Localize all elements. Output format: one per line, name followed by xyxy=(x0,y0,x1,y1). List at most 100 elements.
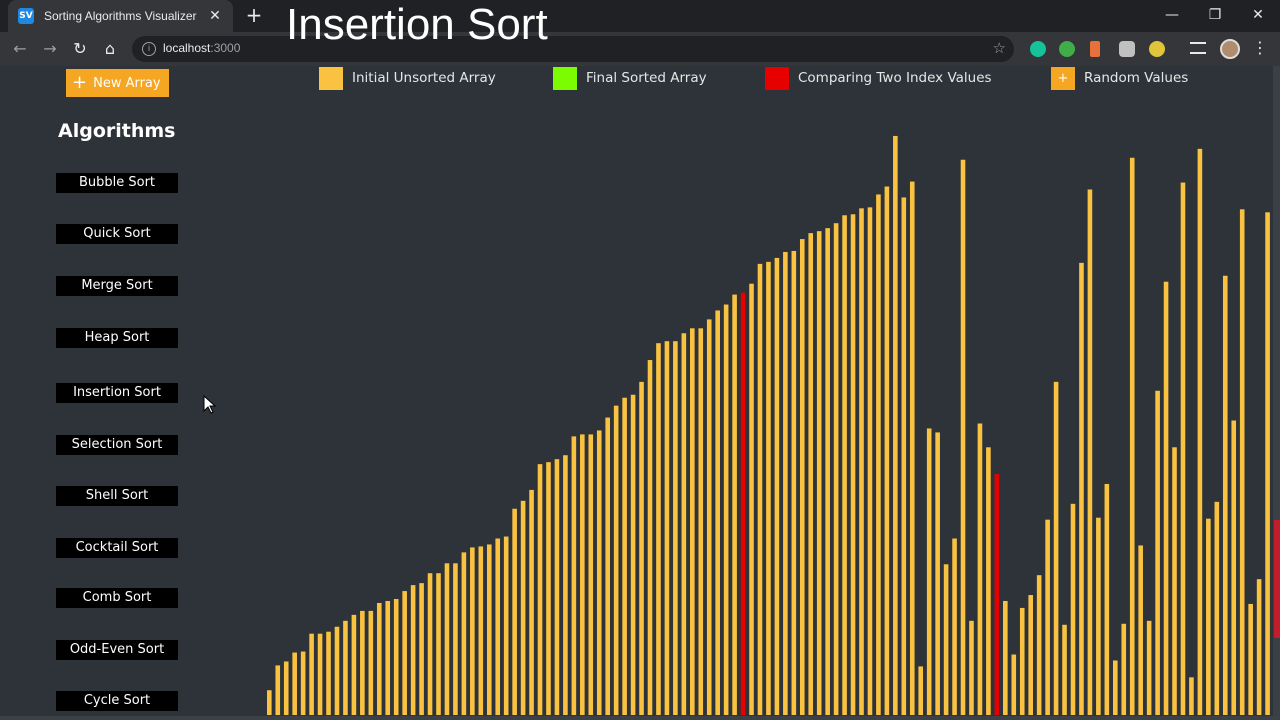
array-bar-chart xyxy=(267,135,1270,716)
array-bar xyxy=(850,214,856,715)
array-bar xyxy=(1222,275,1228,715)
extension-icon[interactable] xyxy=(1059,41,1075,57)
array-bar xyxy=(749,283,754,715)
close-window-button[interactable]: ✕ xyxy=(1252,7,1264,23)
array-bar xyxy=(588,434,594,715)
heap-sort-button[interactable]: Heap Sort xyxy=(56,328,178,348)
array-bar xyxy=(816,231,822,715)
array-bar xyxy=(808,233,814,715)
array-bar xyxy=(884,186,890,715)
comb-sort-button[interactable]: Comb Sort xyxy=(56,588,178,608)
array-bar xyxy=(909,181,915,715)
array-bar xyxy=(791,250,797,715)
legend-swatch xyxy=(553,66,577,90)
reload-icon[interactable]: ↻ xyxy=(73,39,87,58)
array-bar xyxy=(1256,579,1262,715)
browser-tab[interactable]: SV Sorting Algorithms Visualizer ✕ xyxy=(8,0,233,32)
array-bar xyxy=(766,261,771,715)
array-bar xyxy=(385,600,391,715)
array-bar xyxy=(1189,677,1194,715)
extension-icon[interactable] xyxy=(1090,41,1100,57)
minimize-button[interactable]: — xyxy=(1165,7,1179,23)
plus-icon: + xyxy=(72,72,88,93)
array-bar xyxy=(410,585,416,715)
array-bar xyxy=(969,620,974,715)
array-bar xyxy=(1163,281,1169,715)
array-bar xyxy=(503,536,509,715)
legend-random-values: + Random Values xyxy=(1051,66,1188,90)
array-bar xyxy=(1011,654,1017,715)
array-bar xyxy=(1062,624,1067,715)
array-bar xyxy=(1028,595,1033,715)
close-tab-icon[interactable]: ✕ xyxy=(209,8,221,24)
array-bar xyxy=(360,610,365,715)
cocktail-sort-button[interactable]: Cocktail Sort xyxy=(56,538,178,558)
array-bar xyxy=(436,573,441,715)
maximize-button[interactable]: ❐ xyxy=(1208,7,1222,23)
array-bar xyxy=(283,661,289,715)
video-overlay-title: Insertion Sort xyxy=(286,0,548,49)
bookmark-star-icon[interactable]: ☆ xyxy=(992,39,1006,57)
array-bar xyxy=(1172,447,1177,715)
array-bar xyxy=(918,666,924,715)
grammarly-extension-icon[interactable] xyxy=(1030,41,1046,57)
url-host: localhost xyxy=(163,41,211,55)
array-bar xyxy=(300,651,306,715)
array-bar xyxy=(842,215,847,715)
cycle-sort-button[interactable]: Cycle Sort xyxy=(56,691,178,711)
array-bar xyxy=(512,508,517,715)
bubble-sort-button[interactable]: Bubble Sort xyxy=(56,173,178,193)
new-tab-button[interactable]: + xyxy=(245,3,263,27)
quick-sort-button[interactable]: Quick Sort xyxy=(56,224,178,244)
array-bar xyxy=(977,423,983,715)
address-bar[interactable]: i localhost:3000 ☆ xyxy=(132,36,1014,62)
array-bar xyxy=(520,500,526,715)
back-icon[interactable]: ← xyxy=(13,39,27,58)
array-bar xyxy=(326,631,331,715)
odd-even-sort-button[interactable]: Odd-Even Sort xyxy=(56,640,178,660)
array-bar xyxy=(1096,517,1101,715)
array-bar xyxy=(554,459,560,715)
forward-icon[interactable]: → xyxy=(43,39,57,58)
array-bar xyxy=(368,610,374,715)
array-bar xyxy=(267,690,272,715)
new-array-button[interactable]: + New Array xyxy=(66,69,169,97)
profile-avatar[interactable] xyxy=(1220,39,1240,59)
media-control-icon[interactable] xyxy=(1190,42,1206,54)
home-icon[interactable]: ⌂ xyxy=(104,39,116,58)
scrollbar-track[interactable] xyxy=(1273,66,1280,720)
merge-sort-button[interactable]: Merge Sort xyxy=(56,276,178,296)
legend-final-sorted: Final Sorted Array xyxy=(553,66,707,90)
array-bar xyxy=(546,462,551,715)
selection-sort-button[interactable]: Selection Sort xyxy=(56,435,178,455)
extension-icon[interactable] xyxy=(1149,41,1165,57)
insertion-sort-button[interactable]: Insertion Sort xyxy=(56,383,178,403)
pocket-extension-icon[interactable] xyxy=(1119,41,1135,57)
scrollbar-thumb[interactable] xyxy=(1274,520,1280,638)
array-bar xyxy=(960,159,966,715)
menu-icon[interactable]: ⋮ xyxy=(1252,38,1268,57)
legend-initial-unsorted: Initial Unsorted Array xyxy=(319,66,496,90)
new-array-label: New Array xyxy=(93,75,161,91)
array-bar xyxy=(774,257,780,715)
array-bar xyxy=(1265,212,1270,716)
array-bar xyxy=(1053,381,1059,715)
array-bar xyxy=(630,394,636,715)
array-bar xyxy=(402,591,407,715)
legend-label: Random Values xyxy=(1084,70,1189,86)
array-bar xyxy=(1129,157,1135,715)
array-bar xyxy=(309,633,314,715)
array-bar xyxy=(732,294,737,715)
info-icon[interactable]: i xyxy=(142,42,156,56)
array-bar xyxy=(1036,575,1042,715)
array-bar xyxy=(1070,503,1076,715)
url-text: localhost:3000 xyxy=(163,41,240,55)
shell-sort-button[interactable]: Shell Sort xyxy=(56,486,178,506)
array-bar xyxy=(1197,148,1203,716)
array-bar xyxy=(427,573,433,715)
array-bar xyxy=(1248,603,1253,715)
array-bar xyxy=(859,208,864,715)
array-bar xyxy=(1019,607,1025,715)
browser-toolbar: ← → ↻ ⌂ i localhost:3000 ☆ ⋮ xyxy=(0,32,1280,66)
array-bar xyxy=(1231,420,1237,715)
